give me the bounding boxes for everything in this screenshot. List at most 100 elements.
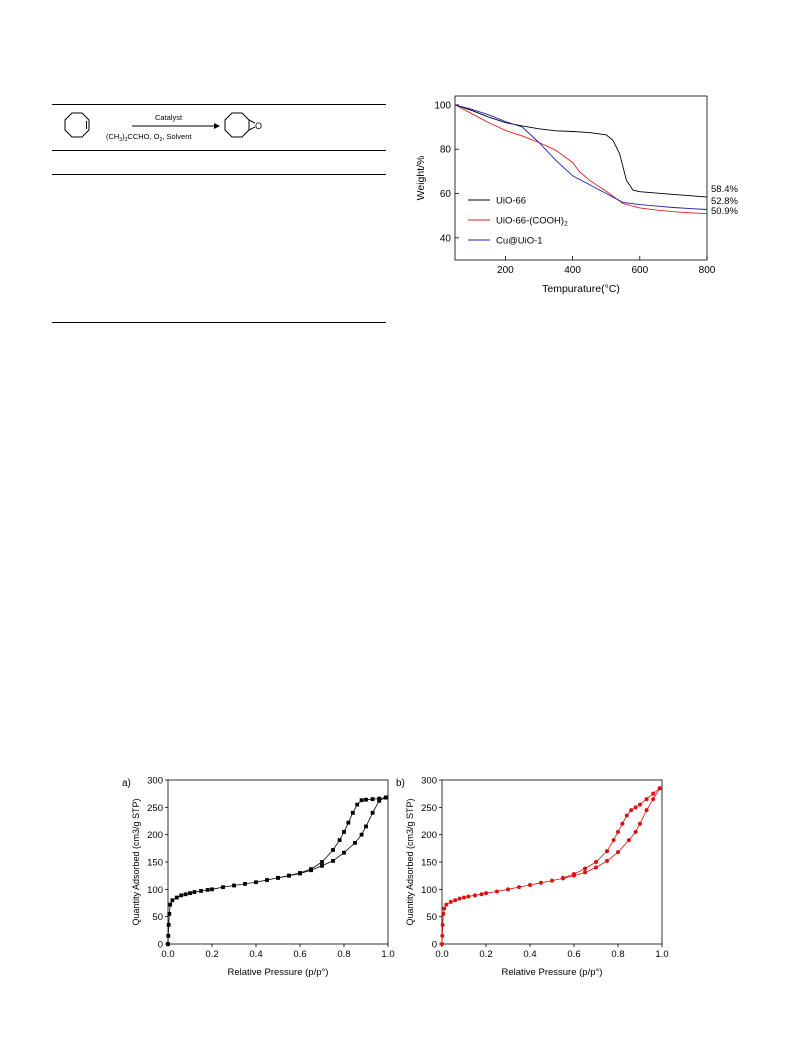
data-point bbox=[331, 848, 335, 852]
y-tick-label: 150 bbox=[421, 858, 437, 869]
data-point bbox=[638, 821, 642, 826]
plot-frame bbox=[441, 779, 663, 945]
y-tick-label: 50 bbox=[152, 912, 163, 923]
data-point bbox=[561, 875, 565, 880]
plot-frame bbox=[454, 95, 708, 261]
data-point bbox=[331, 859, 335, 863]
data-point bbox=[377, 798, 382, 803]
data-point bbox=[359, 798, 364, 803]
data-point bbox=[448, 899, 453, 904]
data-point bbox=[377, 796, 382, 801]
data-point bbox=[611, 838, 616, 843]
data-point bbox=[221, 885, 225, 890]
x-axis-label: Relative Pressure (p/p°) bbox=[502, 967, 603, 978]
epoxide-structure bbox=[224, 112, 256, 138]
y-tick-label: 250 bbox=[147, 803, 163, 814]
arrow-head bbox=[214, 123, 220, 129]
y-tick-label: 60 bbox=[440, 189, 452, 200]
data-point bbox=[624, 813, 629, 818]
table-scheme-rule bbox=[52, 150, 386, 151]
data-point bbox=[243, 881, 247, 886]
data-point bbox=[457, 896, 462, 901]
data-point bbox=[170, 898, 175, 903]
data-point bbox=[594, 860, 598, 864]
y-axis-label: Quantity Adsorbed (cm3/g STP) bbox=[131, 798, 141, 925]
data-point bbox=[583, 866, 587, 871]
y-tick-label: 300 bbox=[421, 776, 437, 787]
data-point bbox=[616, 829, 620, 834]
x-tick-label: 200 bbox=[497, 265, 514, 276]
data-point bbox=[337, 838, 342, 843]
reaction-scheme: Catalyst (CH3)3CCHO, O2, Solvent O bbox=[64, 112, 262, 143]
isotherm-chart-a: a) 0.0 0.2 0.4 0.6 0.8 1.0 0 50 100 150 200 250 300 Re… bbox=[122, 776, 395, 979]
data-point bbox=[179, 893, 184, 898]
data-point bbox=[364, 797, 368, 802]
table-header-rule bbox=[52, 174, 386, 175]
data-point bbox=[192, 890, 197, 894]
series-line-1 bbox=[454, 104, 708, 215]
data-point bbox=[484, 891, 488, 896]
x-tick-label: 1.0 bbox=[655, 949, 668, 960]
y-axis-label: Weight/% bbox=[415, 156, 427, 201]
data-point bbox=[254, 880, 258, 885]
panel-label: b) bbox=[396, 778, 405, 789]
x-tick-label: 0.4 bbox=[523, 949, 536, 960]
data-point bbox=[629, 808, 634, 813]
data-point bbox=[517, 885, 521, 890]
data-point bbox=[651, 797, 656, 802]
data-point bbox=[183, 892, 188, 897]
isotherm-line-1 bbox=[277, 797, 386, 879]
data-point bbox=[644, 797, 649, 802]
plot-frame bbox=[167, 779, 389, 945]
data-point bbox=[276, 875, 280, 880]
legend-label-1: UiO-66-(COOH)2 bbox=[496, 216, 568, 228]
table-bottom-rule bbox=[52, 322, 386, 323]
data-point bbox=[583, 870, 587, 875]
y-tick-label: 40 bbox=[440, 233, 452, 244]
x-tick-label: 0.8 bbox=[611, 949, 624, 960]
data-point bbox=[651, 791, 656, 796]
data-point bbox=[320, 863, 324, 868]
y-tick-label: 250 bbox=[421, 803, 437, 814]
data-point bbox=[166, 933, 171, 938]
data-point bbox=[287, 873, 291, 878]
y-tick-label: 200 bbox=[421, 830, 437, 841]
data-point bbox=[440, 942, 444, 946]
epoxide-oxygen-label: O bbox=[255, 121, 262, 131]
x-tick-label: 0.2 bbox=[479, 949, 492, 960]
data-point bbox=[466, 894, 471, 899]
data-point bbox=[627, 838, 631, 843]
data-point bbox=[383, 795, 388, 800]
data-point bbox=[210, 887, 214, 892]
x-tick-label: 0.6 bbox=[293, 949, 306, 960]
data-point bbox=[298, 871, 302, 875]
data-point bbox=[370, 797, 375, 802]
data-point bbox=[166, 922, 171, 927]
data-point bbox=[620, 821, 625, 826]
y-tick-label: 0 bbox=[432, 940, 437, 951]
x-tick-label: 1.0 bbox=[381, 949, 394, 960]
data-point bbox=[444, 902, 449, 907]
data-point bbox=[168, 902, 173, 907]
data-point bbox=[232, 883, 236, 888]
legend-label-2: Cu@UiO-1 bbox=[496, 236, 543, 247]
data-point bbox=[462, 895, 466, 900]
data-point bbox=[594, 865, 598, 870]
data-point bbox=[644, 808, 649, 813]
x-tick-label: 0.2 bbox=[205, 949, 218, 960]
data-point bbox=[166, 942, 170, 946]
series-line-0 bbox=[454, 104, 708, 198]
y-tick-label: 100 bbox=[147, 885, 163, 896]
data-point bbox=[188, 891, 192, 896]
legend-label-0: UiO-66 bbox=[496, 196, 526, 207]
data-point bbox=[353, 840, 357, 845]
y-tick-label: 200 bbox=[147, 830, 163, 841]
tga-chart: 200 400 600 800 40 60 80 100 Tempurature(°C) Weig… bbox=[415, 95, 738, 295]
isotherm-line-0 bbox=[167, 797, 386, 945]
data-point bbox=[657, 786, 662, 791]
end-value-annotation-1: 52.8% bbox=[711, 196, 738, 207]
x-tick-label: 800 bbox=[699, 265, 716, 276]
data-point bbox=[453, 898, 458, 903]
y-tick-label: 100 bbox=[434, 100, 451, 111]
data-point bbox=[605, 858, 609, 863]
